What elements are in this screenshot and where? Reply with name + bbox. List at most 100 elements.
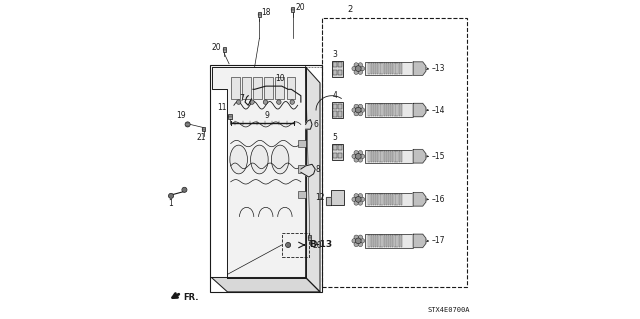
Bar <box>339 112 342 117</box>
Bar <box>381 104 383 116</box>
Circle shape <box>354 70 358 74</box>
Bar <box>375 63 376 74</box>
Bar <box>210 65 321 292</box>
Circle shape <box>276 100 281 104</box>
Bar <box>242 77 251 99</box>
Bar <box>202 127 205 131</box>
Bar <box>381 63 383 74</box>
Bar <box>381 194 383 205</box>
Bar <box>333 112 337 117</box>
Bar <box>383 104 385 116</box>
Bar <box>380 63 381 74</box>
Circle shape <box>360 239 365 243</box>
Text: –16: –16 <box>431 195 445 204</box>
Bar <box>399 151 400 162</box>
Circle shape <box>354 194 358 198</box>
Bar <box>401 151 402 162</box>
Circle shape <box>358 194 363 198</box>
Bar <box>397 63 398 74</box>
Bar <box>339 70 342 75</box>
Bar <box>388 194 389 205</box>
Bar <box>392 151 394 162</box>
Bar <box>369 194 370 205</box>
Bar <box>386 235 387 247</box>
Bar <box>383 151 385 162</box>
Bar <box>287 77 296 99</box>
Bar <box>298 165 306 173</box>
Circle shape <box>360 154 365 159</box>
Bar <box>365 62 413 75</box>
Circle shape <box>250 100 254 104</box>
Bar <box>365 234 413 248</box>
Circle shape <box>360 197 365 202</box>
Bar <box>371 235 372 247</box>
Bar <box>383 63 385 74</box>
Text: 11: 11 <box>218 103 227 112</box>
Text: 20: 20 <box>211 43 221 52</box>
Polygon shape <box>413 150 426 163</box>
Bar <box>371 194 372 205</box>
Bar <box>399 194 400 205</box>
Bar <box>386 151 387 162</box>
Circle shape <box>355 238 361 244</box>
Bar <box>230 77 239 99</box>
Bar <box>372 235 374 247</box>
Bar <box>333 70 337 75</box>
Bar <box>399 104 400 116</box>
Circle shape <box>358 201 363 205</box>
Circle shape <box>352 108 356 112</box>
Bar <box>380 235 381 247</box>
Bar <box>388 104 389 116</box>
Bar <box>375 235 376 247</box>
Ellipse shape <box>230 145 248 174</box>
Text: 20: 20 <box>295 4 305 12</box>
Text: B-13: B-13 <box>309 241 332 249</box>
Bar <box>223 47 226 52</box>
Polygon shape <box>413 193 426 206</box>
Bar <box>390 194 391 205</box>
Circle shape <box>358 111 363 116</box>
Circle shape <box>263 100 268 104</box>
Bar <box>401 235 402 247</box>
Circle shape <box>354 151 358 155</box>
Bar <box>394 151 396 162</box>
Bar <box>369 63 370 74</box>
Bar <box>332 190 344 205</box>
Text: 20: 20 <box>312 241 322 250</box>
Bar <box>392 63 394 74</box>
Bar <box>365 103 413 117</box>
Text: –14: –14 <box>431 106 445 115</box>
Circle shape <box>354 63 358 67</box>
Bar <box>392 104 394 116</box>
Bar <box>253 77 262 99</box>
Bar <box>401 194 402 205</box>
Polygon shape <box>212 67 306 278</box>
Circle shape <box>354 111 358 116</box>
Circle shape <box>352 66 356 71</box>
Bar <box>380 194 381 205</box>
Polygon shape <box>413 62 426 75</box>
Circle shape <box>354 158 358 162</box>
Bar <box>397 104 398 116</box>
Bar <box>377 63 378 74</box>
Circle shape <box>358 70 363 74</box>
Polygon shape <box>306 67 320 292</box>
Bar <box>397 194 398 205</box>
Bar <box>377 151 378 162</box>
Bar <box>383 194 385 205</box>
Text: 6: 6 <box>314 120 319 129</box>
Bar <box>333 153 337 158</box>
Bar <box>397 235 398 247</box>
Bar <box>377 194 378 205</box>
Text: 12: 12 <box>316 193 324 202</box>
Bar <box>381 235 383 247</box>
Circle shape <box>285 242 291 248</box>
Bar <box>308 235 312 240</box>
Circle shape <box>182 187 187 192</box>
Bar <box>298 191 306 198</box>
Circle shape <box>168 193 173 198</box>
Bar <box>372 104 374 116</box>
Bar <box>397 151 398 162</box>
Bar <box>394 194 396 205</box>
Bar <box>321 18 467 287</box>
